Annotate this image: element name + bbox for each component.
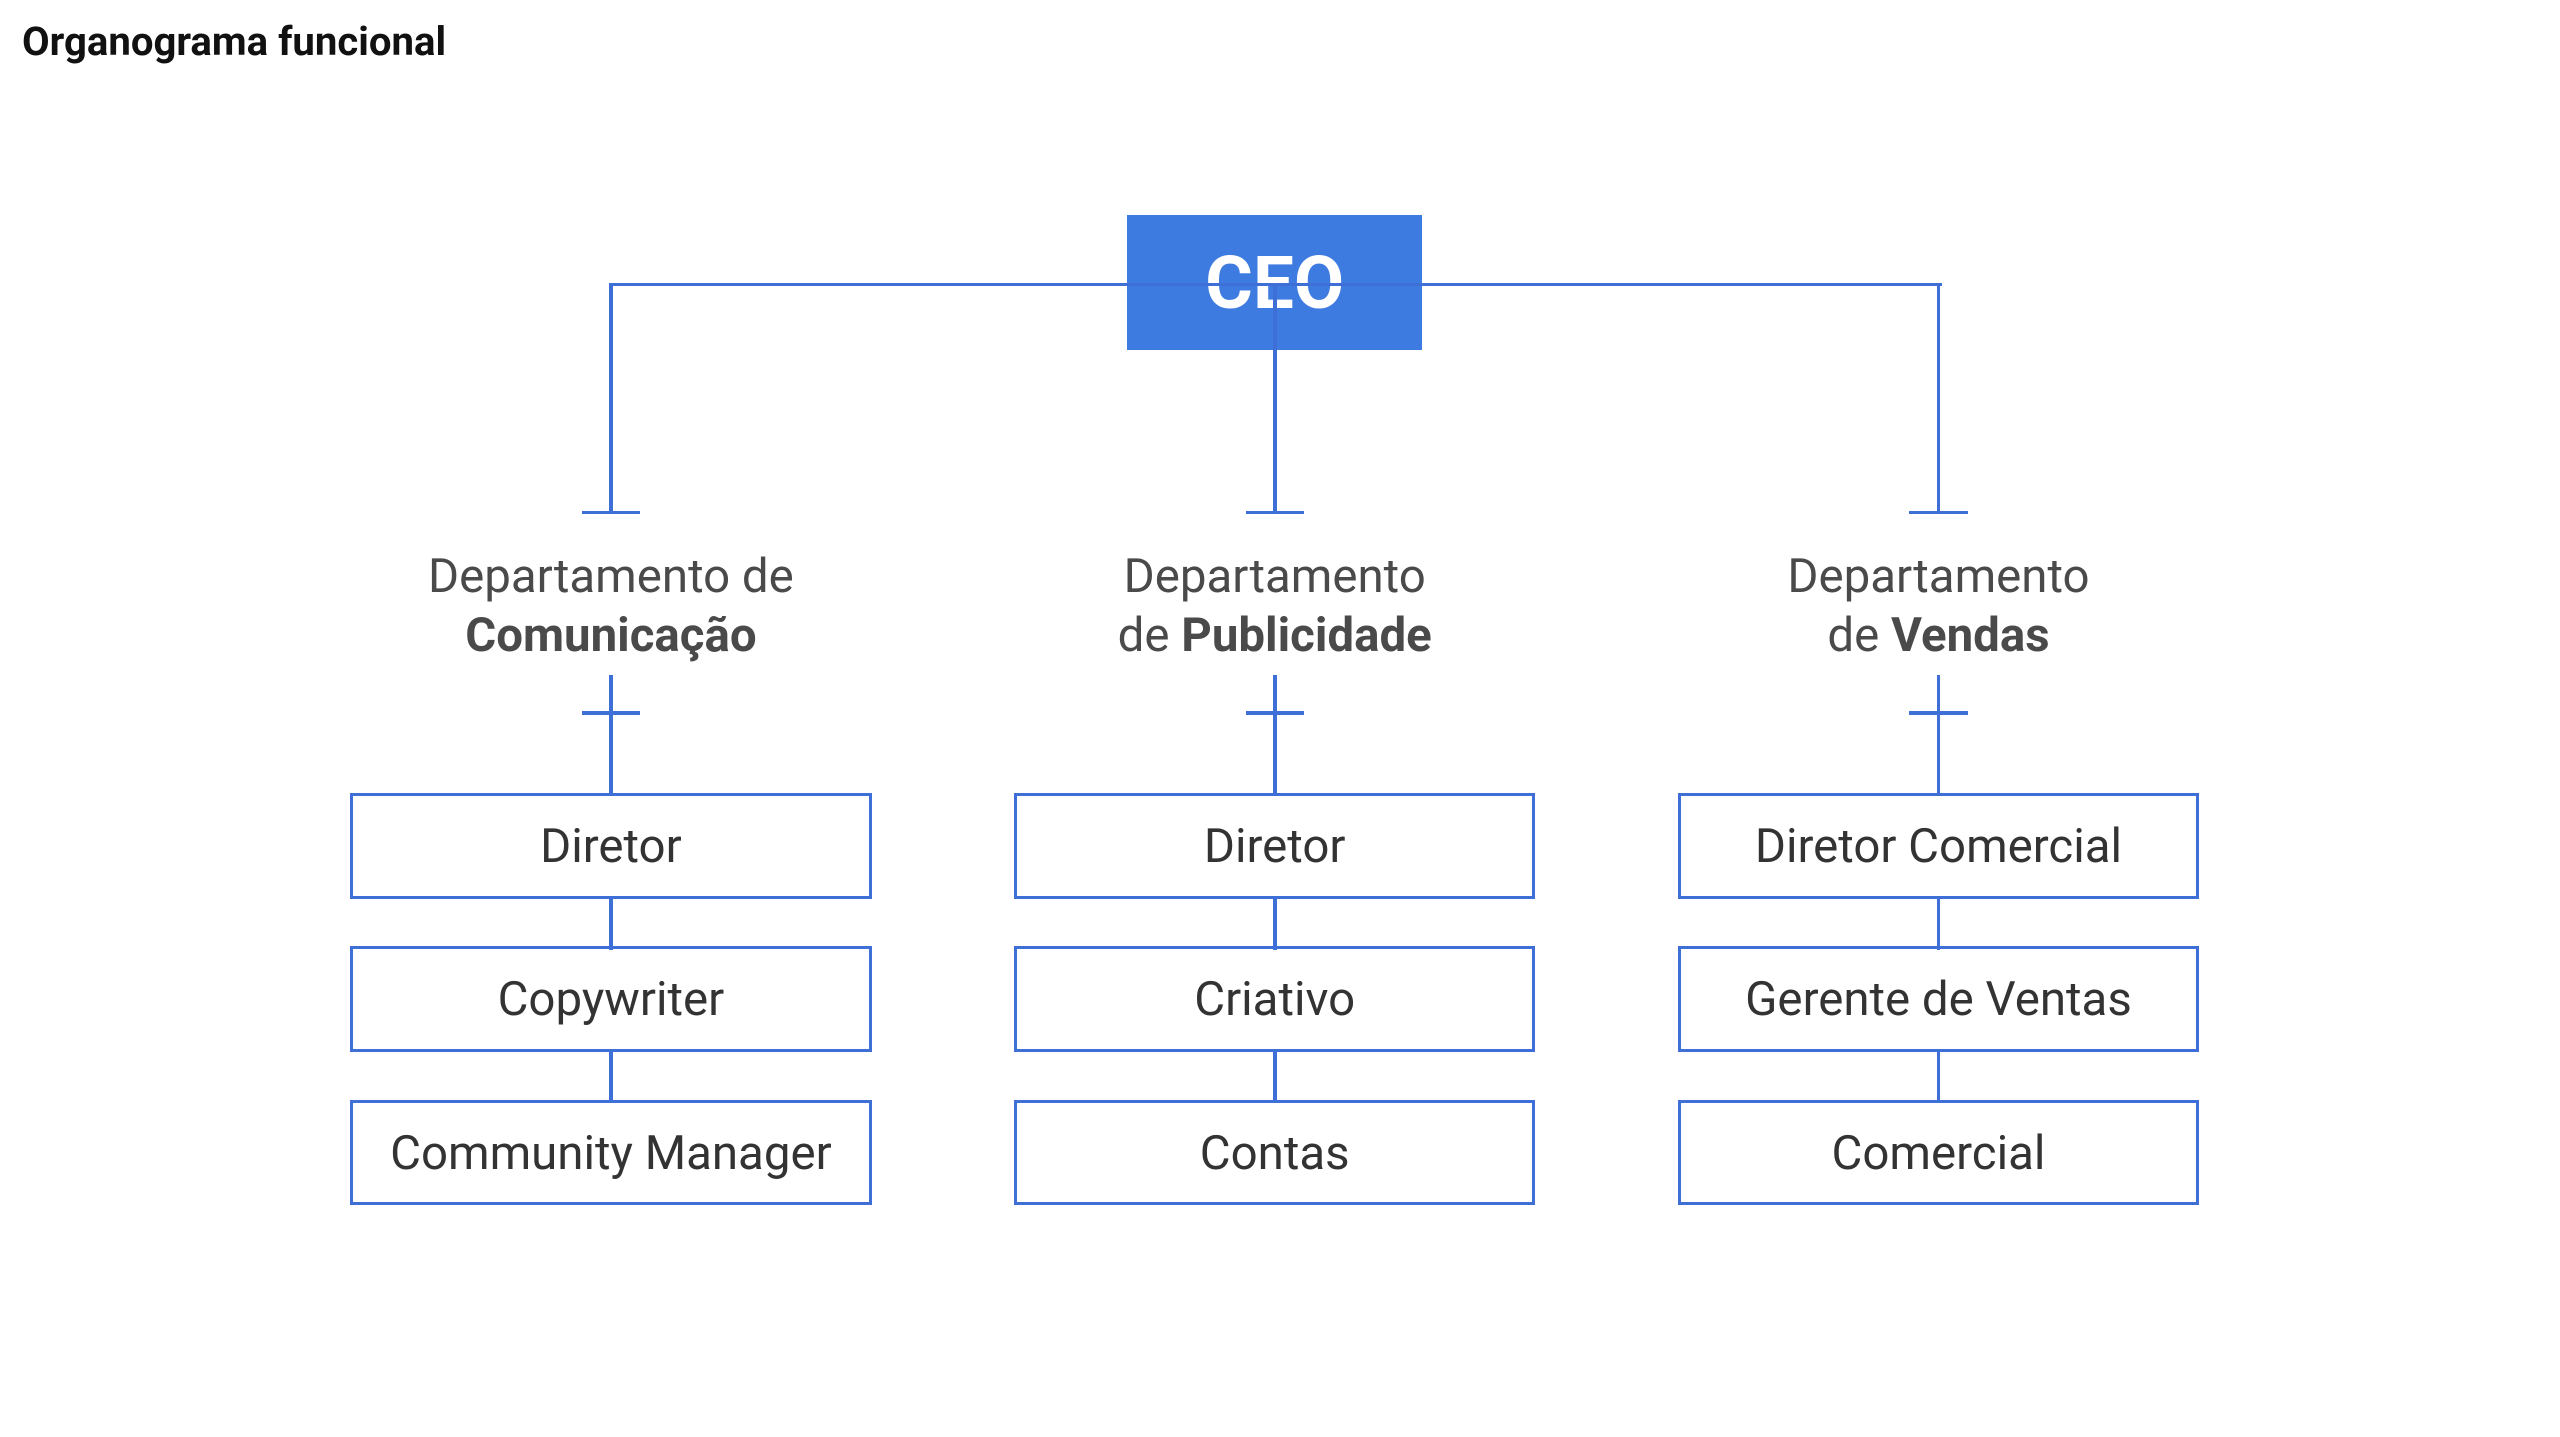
- department-label-line2: Comunicação: [337, 606, 884, 665]
- department-label-line1: Departamento de: [337, 547, 884, 606]
- department-label-line1: Departamento: [1001, 547, 1548, 606]
- department-label-line1: Departamento: [1665, 547, 2212, 606]
- role-node: Criativo: [1014, 946, 1536, 1052]
- role-node: Community Manager: [350, 1100, 872, 1206]
- connector-tick: [582, 511, 640, 515]
- role-label: Diretor: [540, 818, 682, 874]
- role-node: Contas: [1014, 1100, 1536, 1206]
- connector-line: [1937, 899, 1941, 950]
- role-label: Criativo: [1194, 971, 1355, 1027]
- connector-line: [609, 283, 613, 515]
- role-node: Gerente de Ventas: [1678, 946, 2200, 1052]
- connector-line: [609, 675, 613, 797]
- department-label: Departamentode Publicidade: [1001, 547, 1548, 666]
- role-node: Diretor: [350, 793, 872, 899]
- role-label: Community Manager: [390, 1125, 832, 1181]
- department-label: Departamento deComunicação: [337, 547, 884, 666]
- department-label-line2-bold: Vendas: [1891, 607, 2050, 663]
- connector-line: [1273, 283, 1277, 515]
- connector-line: [1273, 675, 1277, 797]
- department-label-line2-pre: de: [1827, 607, 1891, 663]
- department-label-line2-pre: de: [1118, 607, 1182, 663]
- department-label-line2: de Vendas: [1665, 606, 2212, 665]
- connector-line: [1937, 1052, 1941, 1103]
- role-label: Diretor Comercial: [1755, 818, 2122, 874]
- connector-tick: [1246, 711, 1304, 715]
- role-label: Copywriter: [498, 971, 725, 1027]
- connector-line: [1937, 675, 1941, 797]
- connector-line: [1273, 899, 1277, 950]
- connector-tick: [1246, 511, 1304, 515]
- role-label: Contas: [1200, 1125, 1350, 1181]
- department-label-line2-bold: Comunicação: [465, 607, 756, 663]
- connector-line: [611, 283, 1942, 287]
- role-label: Comercial: [1832, 1125, 2046, 1181]
- connector-line: [1273, 1052, 1277, 1103]
- connector-tick: [1909, 711, 1967, 715]
- role-label: Gerente de Ventas: [1745, 971, 2132, 1027]
- org-chart: CEODepartamento deComunicaçãoDiretorCopy…: [0, 0, 2553, 1437]
- connector-tick: [582, 711, 640, 715]
- connector-line: [609, 899, 613, 950]
- department-label-line2: de Publicidade: [1001, 606, 1548, 665]
- connector-line: [1937, 283, 1941, 515]
- role-label: Diretor: [1204, 818, 1346, 874]
- department-label: Departamentode Vendas: [1665, 547, 2212, 666]
- department-label-line2-bold: Publicidade: [1181, 607, 1431, 663]
- connector-tick: [1909, 511, 1967, 515]
- role-node: Comercial: [1678, 1100, 2200, 1206]
- role-node: Diretor: [1014, 793, 1536, 899]
- connector-line: [609, 1052, 613, 1103]
- role-node: Copywriter: [350, 946, 872, 1052]
- role-node: Diretor Comercial: [1678, 793, 2200, 899]
